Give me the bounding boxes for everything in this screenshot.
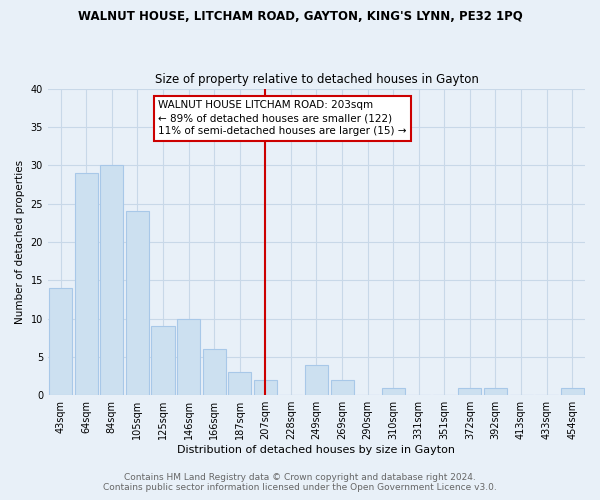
Bar [151, 326, 175, 395]
Text: Contains HM Land Registry data © Crown copyright and database right 2024.
Contai: Contains HM Land Registry data © Crown c… [103, 473, 497, 492]
Bar [100, 165, 124, 395]
Bar [49, 288, 72, 395]
Bar [305, 364, 328, 395]
Bar [203, 349, 226, 395]
Bar [177, 318, 200, 395]
Bar [228, 372, 251, 395]
Bar [382, 388, 404, 395]
Bar [331, 380, 353, 395]
Y-axis label: Number of detached properties: Number of detached properties [15, 160, 25, 324]
Bar [458, 388, 481, 395]
Bar [126, 211, 149, 395]
Text: WALNUT HOUSE, LITCHAM ROAD, GAYTON, KING'S LYNN, PE32 1PQ: WALNUT HOUSE, LITCHAM ROAD, GAYTON, KING… [77, 10, 523, 23]
Title: Size of property relative to detached houses in Gayton: Size of property relative to detached ho… [155, 73, 478, 86]
Bar [75, 173, 98, 395]
Bar [254, 380, 277, 395]
Text: WALNUT HOUSE LITCHAM ROAD: 203sqm
← 89% of detached houses are smaller (122)
11%: WALNUT HOUSE LITCHAM ROAD: 203sqm ← 89% … [158, 100, 406, 136]
X-axis label: Distribution of detached houses by size in Gayton: Distribution of detached houses by size … [178, 445, 455, 455]
Bar [484, 388, 507, 395]
Bar [561, 388, 584, 395]
